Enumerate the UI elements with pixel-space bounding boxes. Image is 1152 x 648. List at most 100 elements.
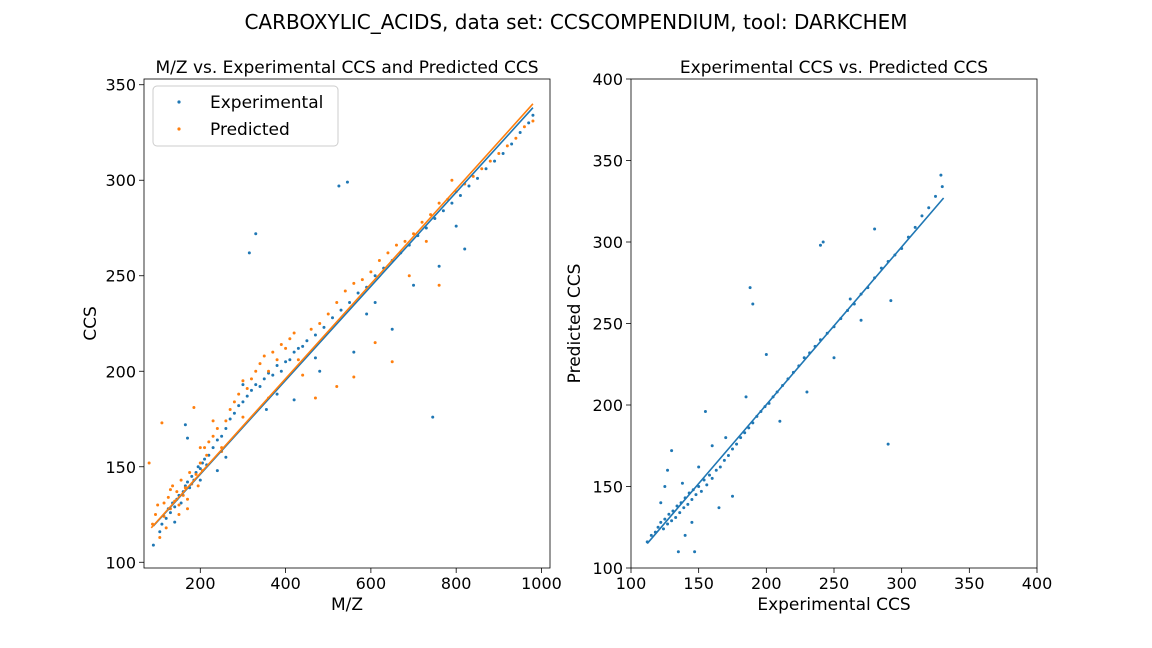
experimental-point bbox=[356, 291, 360, 295]
right-y-tick-label: 300 bbox=[592, 233, 623, 252]
left-x-tick-label: 400 bbox=[270, 574, 301, 593]
right-x-tick-label: 300 bbox=[886, 574, 917, 593]
legend: Experimental Predicted bbox=[152, 85, 339, 147]
predicted-point bbox=[335, 385, 339, 389]
ccs-point bbox=[934, 194, 937, 198]
ccs-point bbox=[676, 550, 680, 554]
left-x-axis-label: M/Z bbox=[331, 595, 363, 615]
right-ticks: 100 150 200 250 300 350 400 100 150 200 250 300 350 4… bbox=[592, 70, 1052, 593]
experimental-point bbox=[322, 325, 326, 329]
predicted-point bbox=[267, 369, 271, 373]
predicted-point bbox=[386, 251, 390, 255]
fit-line bbox=[646, 197, 945, 545]
predicted-point bbox=[407, 274, 411, 278]
experimental-point bbox=[352, 350, 356, 354]
right-x-tick-label: 400 bbox=[1022, 574, 1053, 593]
legend-marker-experimental bbox=[177, 100, 181, 104]
predicted-point bbox=[450, 178, 454, 182]
predicted-point bbox=[245, 386, 249, 390]
left-chart-title: M/Z vs. Experimental CCS and Predicted C… bbox=[156, 58, 539, 78]
ccs-point bbox=[739, 436, 743, 440]
ccs-point bbox=[764, 352, 768, 356]
ccs-point bbox=[778, 419, 782, 423]
experimental-point bbox=[186, 480, 189, 484]
experimental-point bbox=[258, 385, 262, 389]
left-y-tick-label: 200 bbox=[105, 362, 136, 381]
ccs-point bbox=[722, 458, 726, 462]
predicted-point bbox=[254, 369, 258, 373]
predicted-point bbox=[188, 470, 192, 474]
experimental-point bbox=[450, 201, 454, 205]
right-x-tick-label: 350 bbox=[954, 574, 985, 593]
predicted-point bbox=[420, 220, 424, 224]
legend-box bbox=[152, 85, 339, 147]
predicted-point bbox=[258, 362, 262, 366]
experimental-point bbox=[527, 121, 531, 125]
experimental-point bbox=[431, 415, 435, 419]
experimental-point bbox=[164, 516, 168, 520]
right-x-tick-label: 200 bbox=[751, 574, 782, 593]
ccs-point bbox=[697, 485, 701, 488]
experimental-point bbox=[390, 327, 394, 331]
experimental-point bbox=[224, 455, 228, 459]
ccs-point bbox=[670, 449, 674, 453]
ccs-point bbox=[913, 225, 917, 229]
ccs-point bbox=[697, 465, 701, 469]
predicted-point bbox=[171, 484, 175, 488]
experimental-point bbox=[237, 404, 241, 408]
left-marks bbox=[147, 103, 535, 547]
predicted-point bbox=[175, 490, 179, 494]
right-y-tick-label: 400 bbox=[592, 70, 623, 89]
predicted-point bbox=[262, 354, 266, 358]
predicted-point bbox=[343, 289, 347, 293]
predicted-point bbox=[309, 327, 313, 331]
experimental-point bbox=[467, 184, 471, 188]
experimental-point bbox=[348, 300, 352, 304]
legend-marker-predicted bbox=[177, 127, 181, 131]
ccs-point bbox=[748, 286, 752, 290]
experimental-point bbox=[198, 478, 202, 482]
left-y-tick-label: 100 bbox=[105, 553, 136, 572]
experimental-point bbox=[365, 312, 369, 316]
predicted-point bbox=[488, 159, 492, 163]
ccs-point bbox=[680, 481, 684, 485]
experimental-point bbox=[288, 358, 292, 362]
figure-suptitle: CARBOXYLIC_ACIDS, data set: CCSCOMPENDIU… bbox=[244, 10, 907, 34]
predicted-fit-line bbox=[150, 103, 534, 529]
experimental-point bbox=[211, 446, 215, 450]
ccs-point bbox=[693, 550, 697, 554]
predicted-point bbox=[205, 453, 209, 457]
ccs-point bbox=[667, 512, 671, 516]
experimental-point bbox=[207, 453, 211, 457]
predicted-point bbox=[211, 419, 215, 423]
experimental-point bbox=[228, 417, 232, 421]
right-y-tick-label: 150 bbox=[592, 478, 623, 497]
ccs-point bbox=[731, 494, 734, 498]
ccs-point bbox=[848, 297, 852, 301]
ccs-point bbox=[707, 473, 711, 477]
experimental-point bbox=[493, 159, 497, 163]
predicted-point bbox=[241, 379, 245, 383]
experimental-point bbox=[254, 383, 258, 387]
left-x-tick-label: 200 bbox=[185, 574, 216, 593]
experimental-point bbox=[179, 501, 183, 505]
experimental-point bbox=[247, 251, 251, 255]
experimental-point bbox=[313, 356, 317, 360]
ccs-point bbox=[690, 498, 694, 502]
ccs-point bbox=[717, 506, 721, 510]
experimental-point bbox=[454, 224, 458, 228]
experimental-point bbox=[245, 394, 249, 398]
ccs-point bbox=[659, 501, 663, 505]
experimental-point bbox=[301, 344, 305, 348]
predicted-point bbox=[168, 488, 172, 492]
experimental-point bbox=[232, 411, 236, 415]
ccs-point bbox=[649, 533, 653, 537]
experimental-point bbox=[331, 316, 334, 320]
ccs-point bbox=[656, 525, 660, 529]
predicted-point bbox=[166, 495, 170, 499]
predicted-point bbox=[158, 535, 162, 539]
left-x-tick-label: 800 bbox=[441, 574, 472, 593]
predicted-point bbox=[471, 174, 475, 178]
predicted-point bbox=[352, 375, 356, 379]
